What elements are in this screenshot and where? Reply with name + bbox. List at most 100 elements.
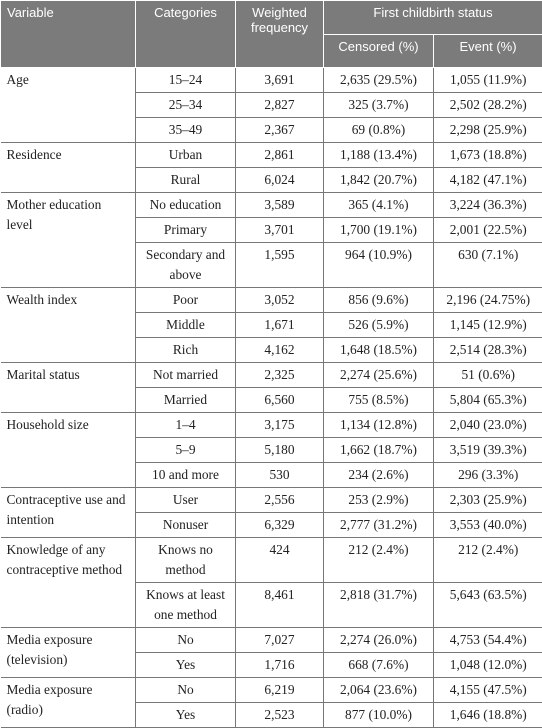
header-weighted-frequency: Weighted frequency xyxy=(236,1,324,68)
event-cell: 296 (3.3%) xyxy=(434,463,542,488)
variable-cell: Mother education level xyxy=(1,193,136,288)
variable-cell: Media exposure (television) xyxy=(1,628,136,678)
variable-cell: Marital status xyxy=(1,363,136,413)
header-variable: Variable xyxy=(1,1,136,68)
censored-cell: 1,134 (12.8%) xyxy=(324,413,434,438)
event-cell: 630 (7.1%) xyxy=(434,243,542,288)
category-cell: Knows at least one method xyxy=(136,583,236,628)
category-cell: No xyxy=(136,678,236,703)
header-categories: Categories xyxy=(136,1,236,68)
weighted-frequency-cell: 2,861 xyxy=(236,143,324,168)
censored-cell: 856 (9.6%) xyxy=(324,288,434,313)
censored-cell: 877 (10.0%) xyxy=(324,703,434,728)
weighted-frequency-cell: 6,219 xyxy=(236,678,324,703)
censored-cell: 253 (2.9%) xyxy=(324,488,434,513)
event-cell: 3,224 (36.3%) xyxy=(434,193,542,218)
weighted-frequency-cell: 7,027 xyxy=(236,628,324,653)
weighted-frequency-cell: 8,461 xyxy=(236,583,324,628)
event-cell: 1,646 (18.8%) xyxy=(434,703,542,728)
event-cell: 51 (0.6%) xyxy=(434,363,542,388)
category-cell: Rich xyxy=(136,338,236,363)
event-cell: 2,040 (23.0%) xyxy=(434,413,542,438)
weighted-frequency-cell: 3,175 xyxy=(236,413,324,438)
weighted-frequency-cell: 2,556 xyxy=(236,488,324,513)
weighted-frequency-cell: 3,589 xyxy=(236,193,324,218)
weighted-frequency-cell: 3,052 xyxy=(236,288,324,313)
weighted-frequency-cell: 4,162 xyxy=(236,338,324,363)
header-censored: Censored (%) xyxy=(324,34,434,68)
censored-cell: 234 (2.6%) xyxy=(324,463,434,488)
category-cell: Urban xyxy=(136,143,236,168)
category-cell: Rural xyxy=(136,168,236,193)
event-cell: 1,055 (11.9%) xyxy=(434,68,542,93)
event-cell: 2,001 (22.5%) xyxy=(434,218,542,243)
censored-cell: 964 (10.9%) xyxy=(324,243,434,288)
weighted-frequency-cell: 2,325 xyxy=(236,363,324,388)
weighted-frequency-cell: 6,329 xyxy=(236,513,324,538)
event-cell: 1,673 (18.8%) xyxy=(434,143,542,168)
category-cell: Nonuser xyxy=(136,513,236,538)
table-header: Variable Categories Weighted frequency F… xyxy=(1,1,542,68)
weighted-frequency-cell: 1,595 xyxy=(236,243,324,288)
weighted-frequency-cell: 1,671 xyxy=(236,313,324,338)
category-cell: No xyxy=(136,628,236,653)
event-cell: 212 (2.4%) xyxy=(434,538,542,583)
category-cell: 1–4 xyxy=(136,413,236,438)
censored-cell: 2,635 (29.5%) xyxy=(324,68,434,93)
category-cell: 15–24 xyxy=(136,68,236,93)
event-cell: 2,514 (28.3%) xyxy=(434,338,542,363)
event-cell: 2,303 (25.9%) xyxy=(434,488,542,513)
header-event: Event (%) xyxy=(434,34,542,68)
category-cell: Knows no method xyxy=(136,538,236,583)
category-cell: Not married xyxy=(136,363,236,388)
event-cell: 5,643 (63.5%) xyxy=(434,583,542,628)
category-cell: 5–9 xyxy=(136,438,236,463)
weighted-frequency-cell: 2,367 xyxy=(236,118,324,143)
censored-cell: 1,842 (20.7%) xyxy=(324,168,434,193)
header-first-childbirth-status: First childbirth status xyxy=(324,1,542,35)
variable-cell: Household size xyxy=(1,413,136,488)
variable-cell: Age xyxy=(1,68,136,143)
censored-cell: 365 (4.1%) xyxy=(324,193,434,218)
censored-cell: 2,064 (23.6%) xyxy=(324,678,434,703)
weighted-frequency-cell: 6,560 xyxy=(236,388,324,413)
censored-cell: 2,274 (25.6%) xyxy=(324,363,434,388)
event-cell: 5,804 (65.3%) xyxy=(434,388,542,413)
censored-cell: 755 (8.5%) xyxy=(324,388,434,413)
event-cell: 2,502 (28.2%) xyxy=(434,93,542,118)
variable-cell: Knowledge of any contraceptive method xyxy=(1,538,136,628)
censored-cell: 325 (3.7%) xyxy=(324,93,434,118)
event-cell: 1,048 (12.0%) xyxy=(434,653,542,678)
event-cell: 1,145 (12.9%) xyxy=(434,313,542,338)
category-cell: Married xyxy=(136,388,236,413)
censored-cell: 1,648 (18.5%) xyxy=(324,338,434,363)
category-cell: 35–49 xyxy=(136,118,236,143)
weighted-frequency-cell: 6,024 xyxy=(236,168,324,193)
variable-cell: Wealth index xyxy=(1,288,136,363)
event-cell: 4,182 (47.1%) xyxy=(434,168,542,193)
category-cell: Secondary and above xyxy=(136,243,236,288)
event-cell: 3,553 (40.0%) xyxy=(434,513,542,538)
event-cell: 4,155 (47.5%) xyxy=(434,678,542,703)
category-cell: Yes xyxy=(136,703,236,728)
event-cell: 3,519 (39.3%) xyxy=(434,438,542,463)
weighted-frequency-cell: 530 xyxy=(236,463,324,488)
category-cell: Primary xyxy=(136,218,236,243)
censored-cell: 668 (7.6%) xyxy=(324,653,434,678)
category-cell: User xyxy=(136,488,236,513)
weighted-frequency-cell: 5,180 xyxy=(236,438,324,463)
censored-cell: 2,818 (31.7%) xyxy=(324,583,434,628)
weighted-frequency-cell: 2,523 xyxy=(236,703,324,728)
weighted-frequency-cell: 1,716 xyxy=(236,653,324,678)
